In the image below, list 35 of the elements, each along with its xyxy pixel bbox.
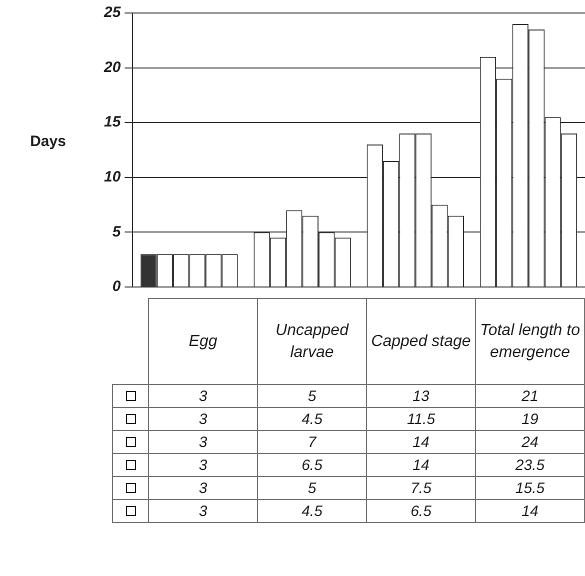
data-label: 14 — [366, 454, 476, 476]
y-tick-label: 25 — [102, 4, 122, 22]
data-label: 6.5 — [366, 500, 476, 522]
y-tick-label: 10 — [104, 168, 122, 186]
data-label: 7 — [258, 430, 366, 454]
data-label: 23.5 — [476, 454, 584, 476]
data-label: 7.5 — [366, 476, 476, 500]
data-label: 3 — [148, 408, 258, 430]
y-tick-label: 15 — [104, 114, 122, 131]
x-tick-label: Capped stage — [366, 298, 476, 384]
data-label: 4.5 — [258, 408, 366, 430]
data-label: 3 — [148, 454, 258, 476]
data-label: 21 — [476, 384, 584, 408]
data-label: 19 — [476, 408, 584, 430]
y-tick-label: 0 — [112, 278, 122, 296]
x-tick-label: Egg — [148, 298, 258, 384]
x-tick-label: Total length to emergence — [476, 298, 584, 384]
data-label: 3 — [148, 500, 258, 522]
data-label: 13 — [366, 384, 476, 408]
x-tick-label: Uncapped larvae — [258, 298, 366, 384]
y-tick-label: 20 — [102, 58, 122, 76]
y-tick-label: 5 — [112, 223, 122, 240]
data-label: 3 — [148, 476, 258, 500]
data-label: 5 — [258, 384, 366, 408]
data-label: 3 — [148, 384, 258, 408]
data-label: 15.5 — [476, 476, 584, 500]
data-label: 6.5 — [258, 454, 366, 476]
data-label: 14 — [366, 430, 476, 454]
data-label: 14 — [476, 500, 584, 522]
data-label: 11.5 — [366, 408, 476, 430]
data-label: 3 — [148, 430, 258, 454]
data-label: 4.5 — [258, 500, 366, 522]
data-label: 5 — [258, 476, 366, 500]
data-label: 24 — [476, 430, 584, 454]
y-axis-title: Days — [30, 133, 66, 150]
